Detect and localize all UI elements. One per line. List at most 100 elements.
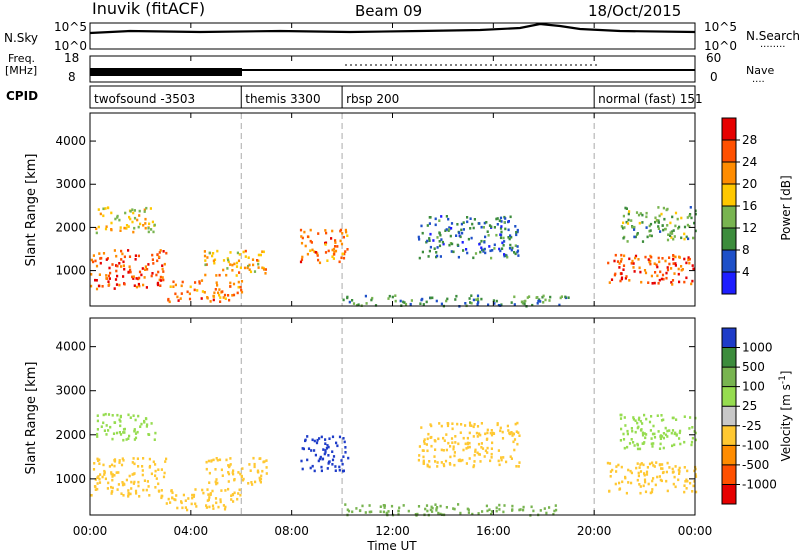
velocity-echo-cell (467, 508, 470, 512)
velocity-echo-cell (98, 477, 101, 481)
power-colorbar-label: 12 (742, 221, 757, 235)
velocity-echo-cell (186, 508, 189, 512)
velocity-echo-cell (489, 459, 492, 463)
velocity-echo-cell (422, 449, 425, 452)
noise-strip: N.Sky N.Search ........ 10^5 10^0 10^5 1… (4, 20, 800, 53)
velocity-colorbar-label: -1000 (742, 477, 777, 491)
velocity-echo-cell (260, 474, 263, 478)
power-echo-cell (208, 251, 211, 255)
freq-tick-top: 18 (64, 51, 79, 65)
power-echo-cell (410, 299, 413, 302)
power-echo-cell (138, 214, 141, 217)
velocity-echo-cell (313, 449, 316, 452)
velocity-echo-cell (96, 428, 99, 431)
nave-dots: .... (752, 74, 765, 85)
velocity-echo-cell (656, 475, 659, 479)
power-echo-cell (500, 225, 503, 228)
velocity-echo-cell (103, 429, 106, 432)
velocity-echo-cell (182, 493, 185, 497)
velocity-echo-cell (344, 503, 347, 506)
power-echo-cell (168, 300, 171, 304)
velocity-echo-cell (318, 437, 321, 440)
power-echo-cell (213, 261, 216, 265)
power-echo-cell (444, 229, 447, 232)
velocity-echo-cell (468, 457, 471, 460)
power-echo-cell (159, 249, 162, 252)
power-echo-cell (128, 215, 131, 219)
velocity-echo-cell (224, 489, 227, 492)
velocity-echo-cell (230, 498, 233, 501)
velocity-colorbar-cell (722, 328, 736, 348)
power-echo-cell (204, 259, 207, 262)
power-echo-cell (500, 220, 503, 223)
power-echo-cell (671, 232, 674, 235)
velocity-echo-cell (416, 512, 419, 516)
power-colorbar-label: 24 (742, 155, 757, 169)
power-echo-cell (172, 285, 175, 288)
velocity-echo-cell (624, 475, 627, 479)
power-echo-cell (692, 236, 695, 240)
power-echo-cell (639, 270, 642, 274)
power-echo-cell (481, 248, 484, 252)
velocity-echo-cell (251, 483, 254, 486)
velocity-echo-cell (219, 500, 222, 504)
power-echo-cell (226, 257, 229, 260)
power-echo-cell (158, 278, 161, 282)
velocity-echo-cell (659, 435, 662, 438)
freq-label-line2: [MHz] (5, 64, 37, 77)
velocity-echo-cell (145, 417, 148, 421)
power-echo-cell (482, 226, 485, 229)
x-tick-label: 20:00 (577, 524, 612, 538)
power-echo-cell (634, 256, 637, 260)
velocity-echo-cell (671, 444, 674, 448)
velocity-echo-cell (452, 447, 455, 451)
nsky-label: N.Sky (4, 31, 38, 45)
power-echo-cell (200, 279, 204, 282)
velocity-echo-cell (630, 427, 633, 430)
velocity-echo-cell (619, 413, 622, 417)
power-echo-cell (685, 276, 688, 280)
velocity-echo-cell (453, 463, 456, 467)
velocity-echo-cell (148, 494, 151, 497)
velocity-echo-cell (398, 506, 401, 510)
velocity-echo-cell (491, 431, 495, 435)
power-echo-cell (180, 292, 183, 295)
power-echo-cell (672, 229, 675, 232)
power-echo-cell (246, 266, 249, 270)
power-echo-cell (326, 259, 329, 262)
power-echo-cell (391, 295, 394, 299)
velocity-echo-cell (361, 504, 364, 508)
velocity-echo-cell (129, 416, 132, 419)
power-echo-cell (334, 241, 337, 244)
power-echo-cell (247, 256, 250, 259)
velocity-echo-cell (522, 508, 525, 512)
velocity-echo-cell (497, 459, 500, 463)
power-echo-cell (607, 261, 610, 265)
velocity-echo-cell (336, 444, 339, 448)
power-echo-cell (129, 210, 132, 213)
power-echo-cell (346, 234, 349, 237)
velocity-echo-cell (662, 436, 665, 440)
velocity-echo-cell (678, 472, 681, 475)
power-echo-cell (672, 262, 675, 265)
power-echo-cell (90, 258, 93, 262)
velocity-echo-cell (670, 431, 673, 435)
velocity-echo-cell (450, 437, 454, 440)
velocity-echo-cell (250, 481, 253, 484)
power-echo-cell (687, 258, 690, 262)
velocity-echo-cell (370, 510, 373, 514)
velocity-echo-cell (321, 457, 325, 461)
velocity-echo-cell (653, 432, 656, 436)
velocity-echo-cell (453, 454, 456, 458)
velocity-echo-cell (435, 509, 438, 512)
power-echo-cell (116, 264, 119, 268)
power-echo-cell (624, 206, 627, 210)
velocity-echo-cell (110, 490, 113, 493)
power-echo-cell (664, 227, 667, 231)
power-echo-cell (215, 274, 218, 277)
power-echo-cell (469, 301, 472, 304)
power-echo-cell (631, 226, 634, 229)
velocity-echo-cell (658, 447, 662, 450)
velocity-echo-cell (383, 506, 386, 509)
power-echo-cell (333, 250, 336, 254)
